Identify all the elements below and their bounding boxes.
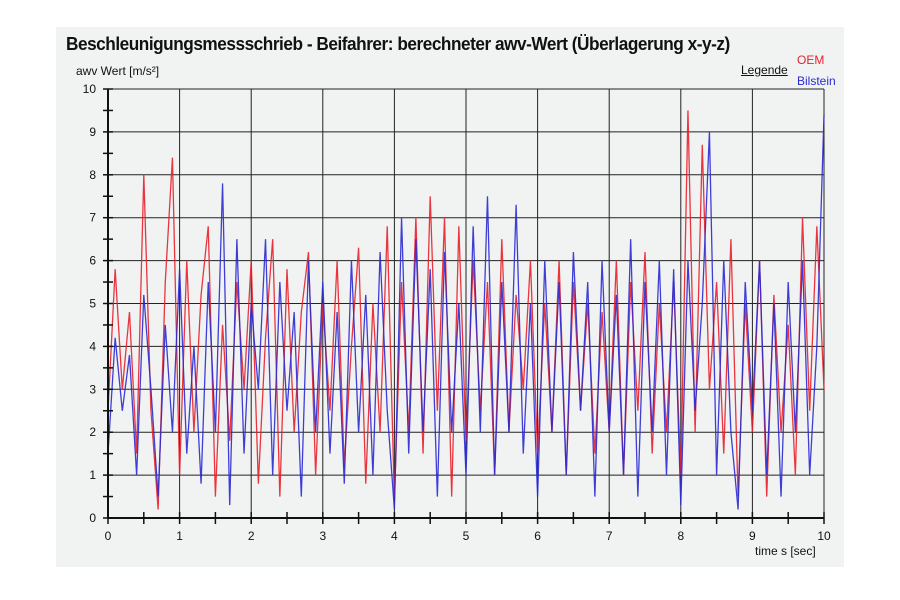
y-tick-label: 5 [89,297,96,311]
y-tick-label: 2 [89,425,96,439]
chart-title: Beschleunigungsmessschrieb - Beifahrer: … [66,33,730,54]
y-tick-label: 9 [89,125,96,139]
legend-title: Legende [741,63,788,77]
legend-oem: OEM [797,53,825,67]
legend-bilstein: Bilstein [797,74,836,88]
x-tick-label: 8 [677,529,684,543]
y-tick-label: 6 [89,254,96,268]
x-tick-label: 4 [391,529,398,543]
y-tick-label: 7 [89,211,96,225]
x-tick-label: 6 [534,529,541,543]
series-line-bilstein [107,114,825,510]
x-tick-label: 7 [606,529,613,543]
x-tick-label: 5 [463,529,470,543]
x-tick-label: 0 [105,529,112,543]
x-tick-label: 9 [749,529,756,543]
x-tick-label: 3 [319,529,326,543]
y-tick-label: 10 [83,82,97,96]
y-tick-label: 8 [89,168,96,182]
x-tick-label: 2 [248,529,255,543]
y-tick-label: 4 [89,339,96,353]
y-tick-label: 3 [89,382,96,396]
x-axis-label: time s [sec] [755,544,816,558]
x-tick-label: 10 [817,529,831,543]
y-axis-label: awv Wert [m/s²] [76,64,160,78]
x-tick-label: 1 [176,529,183,543]
y-tick-label: 0 [89,511,96,525]
y-tick-label: 1 [89,468,96,482]
